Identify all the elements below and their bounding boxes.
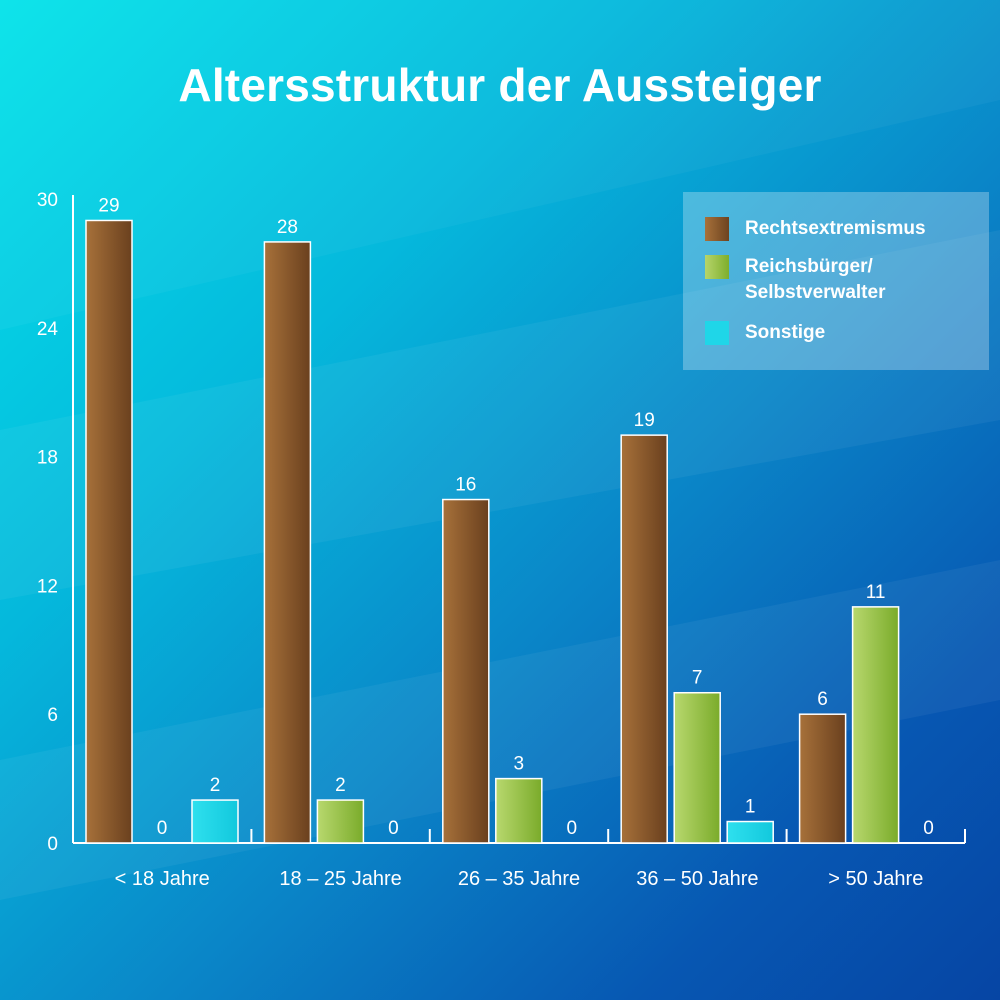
legend-item-sonstige: Sonstige [705,320,825,346]
legend-swatch-reichsbuerger [705,255,729,279]
bar [442,498,490,844]
bar [316,799,365,844]
x-tick-label: 36 – 50 Jahre [636,868,758,890]
data-label: 0 [923,818,934,839]
bar [620,434,668,844]
bar [798,713,847,844]
data-label: 19 [634,410,655,431]
bar [495,777,543,844]
x-tick-label: > 50 Jahre [828,868,923,890]
y-tick-label: 6 [47,705,58,726]
bar [726,820,774,844]
y-tick-label: 30 [37,190,58,211]
data-label: 11 [866,582,886,603]
data-label: 7 [692,668,703,689]
x-tick-label: 26 – 35 Jahre [458,868,580,890]
data-label: 3 [514,754,525,775]
legend-swatch-rechtsextremismus [705,217,729,241]
data-label: 6 [817,689,828,710]
data-label: 0 [567,818,578,839]
y-tick-label: 12 [37,576,58,597]
y-tick-label: 18 [37,448,58,469]
data-label: 28 [277,217,298,238]
legend-item-reichsbuerger: Reichsbürger/ Selbstverwalter [705,254,885,306]
data-label: 29 [98,195,119,216]
x-tick-label: < 18 Jahre [115,868,210,890]
x-tick-label: 18 – 25 Jahre [279,868,401,890]
data-label: 2 [210,775,221,796]
y-tick-label: 0 [47,834,58,855]
bar [263,241,312,844]
data-label: 16 [455,475,476,496]
y-tick-label: 24 [37,319,59,340]
bar [673,691,721,844]
legend-label-sonstige: Sonstige [745,322,826,343]
legend-item-rechtsextremismus: Rechtsextremismus [705,216,926,242]
data-label: 1 [745,797,756,818]
bar [85,219,133,844]
data-label: 2 [335,775,346,796]
bar [851,606,900,844]
legend-swatch-sonstige [705,321,729,345]
chart-title: Altersstruktur der Aussteiger [178,59,822,111]
legend-label-rechtsextremismus: Rechtsextremismus [745,218,926,239]
data-label: 0 [388,818,399,839]
legend: Rechtsextremismus Reichsbürger/ Selbstve… [683,192,989,370]
legend-label-reichsbuerger: Reichsbürger/ Selbstverwalter [745,256,886,303]
data-label: 0 [157,818,168,839]
bar [191,799,239,844]
